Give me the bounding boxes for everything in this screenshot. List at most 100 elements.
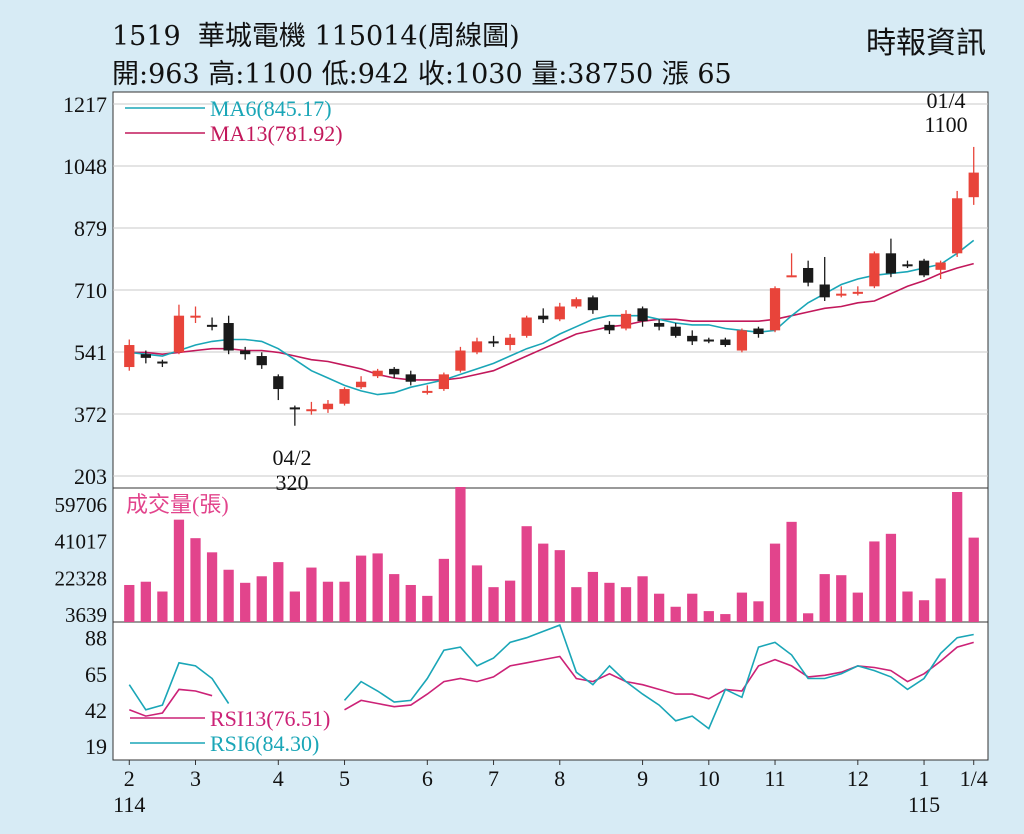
candle-down — [223, 323, 234, 351]
candle-down — [157, 361, 168, 364]
x-month-label: 3 — [190, 766, 201, 791]
price-tick-label: 1217 — [63, 92, 107, 117]
rsi6-line — [128, 624, 974, 730]
candle-up — [571, 299, 582, 307]
volume-bar — [240, 582, 251, 622]
volume-bar — [289, 591, 300, 622]
candle-down — [753, 328, 764, 335]
price-tick-label: 372 — [74, 402, 107, 427]
volume-bar — [852, 592, 863, 622]
price-tick-label: 1048 — [63, 154, 107, 179]
candle-down — [604, 324, 615, 331]
volume-bar — [223, 569, 234, 622]
candle-down — [670, 326, 681, 336]
candle-down — [703, 339, 714, 342]
candle-up — [339, 389, 350, 404]
volume-bar — [968, 537, 979, 622]
volume-bar — [703, 611, 714, 622]
candle-up — [836, 293, 847, 296]
volume-bar — [670, 606, 681, 622]
x-month-label: 12 — [847, 766, 869, 791]
x-month-label: 2 — [124, 766, 135, 791]
volume-bar — [504, 580, 516, 622]
candle-down — [720, 339, 731, 346]
candle-up — [521, 317, 532, 336]
volume-bar — [753, 601, 764, 622]
candle-up — [372, 370, 383, 377]
chart-title: 1519 華城電機 115014(周線圖) — [112, 21, 520, 52]
candle-up — [620, 313, 632, 329]
rsi6-legend-label: RSI6(84.30) — [210, 731, 319, 756]
candle-up — [438, 374, 450, 390]
price-tick-label: 541 — [74, 340, 107, 365]
volume-bar — [256, 576, 267, 622]
candle-up — [952, 198, 963, 254]
volume-bar — [869, 541, 880, 622]
candle-up — [852, 291, 863, 294]
candle-up — [935, 262, 946, 270]
candle-down — [538, 315, 549, 320]
volume-bar — [604, 582, 615, 622]
volume-bar — [405, 584, 416, 622]
rsi-tick-label: 19 — [85, 734, 107, 759]
volume-bar — [521, 526, 532, 622]
candle-down — [653, 323, 665, 327]
low-value-label: 320 — [276, 470, 309, 495]
price-tick-label: 710 — [74, 278, 107, 303]
low-date-label: 04/2 — [272, 445, 311, 470]
x-month-label: 7 — [488, 766, 499, 791]
rsi13-legend-label: RSI13(76.51) — [210, 706, 330, 731]
volume-bar — [786, 521, 797, 622]
volume-bar — [902, 591, 913, 622]
x-month-label: 6 — [422, 766, 433, 791]
candle-down — [819, 284, 830, 298]
volume-bar — [389, 574, 400, 622]
x-year-label: 115 — [908, 792, 940, 817]
candle-down — [488, 341, 499, 344]
candle-up — [306, 409, 317, 412]
ma13-line — [129, 262, 974, 381]
high-date-label: 01/4 — [926, 88, 965, 113]
candle-down — [206, 324, 218, 327]
volume-bar — [935, 578, 946, 622]
candle-down — [803, 267, 814, 283]
volume-bar — [471, 565, 483, 622]
volume-tick-label: 41017 — [55, 530, 108, 554]
x-month-label: 1 — [919, 766, 930, 791]
source-label: 時報資訊 — [866, 26, 986, 61]
volume-bar — [488, 587, 499, 622]
candle-up — [736, 330, 748, 351]
volume-bar — [538, 543, 549, 622]
volume-bar — [769, 543, 781, 622]
ma13-legend-label: MA13(781.92) — [210, 121, 343, 146]
volume-label: 成交量(張) — [126, 492, 229, 517]
candle-up — [869, 253, 880, 287]
x-month-label: 4 — [273, 766, 284, 791]
rsi-tick-label: 88 — [85, 626, 107, 651]
volume-bar — [455, 487, 466, 622]
candle-up — [173, 315, 185, 353]
candle-up — [554, 306, 565, 320]
candle-down — [902, 264, 913, 267]
candle-up — [455, 350, 466, 371]
volume-bar — [306, 567, 317, 622]
candle-down — [273, 376, 284, 390]
volume-bar — [653, 593, 665, 622]
candle-down — [389, 368, 400, 375]
volume-bar — [803, 613, 814, 622]
volume-bar — [885, 533, 897, 622]
volume-bar — [173, 519, 185, 622]
candle-up — [355, 381, 367, 388]
volume-bar — [952, 492, 963, 622]
candle-down — [918, 260, 930, 276]
volume-bar — [620, 587, 632, 622]
candle-up — [968, 172, 979, 198]
volume-tick-label: 59706 — [55, 493, 108, 517]
candle-down — [240, 350, 251, 355]
volume-bar — [918, 600, 930, 622]
volume-bar — [124, 584, 135, 622]
candle-up — [322, 403, 334, 410]
candle-down — [637, 308, 648, 322]
volume-bar — [587, 571, 599, 622]
volume-bar — [372, 553, 383, 622]
